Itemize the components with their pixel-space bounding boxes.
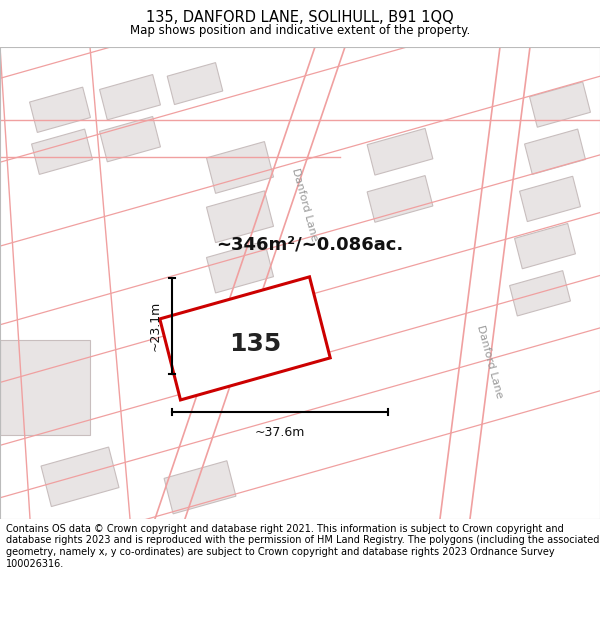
Polygon shape xyxy=(41,447,119,506)
Polygon shape xyxy=(29,87,91,132)
Text: Map shows position and indicative extent of the property.: Map shows position and indicative extent… xyxy=(130,24,470,36)
Polygon shape xyxy=(167,62,223,104)
Polygon shape xyxy=(100,116,160,162)
Text: 135: 135 xyxy=(229,332,281,356)
Polygon shape xyxy=(530,82,590,127)
Text: 135, DANFORD LANE, SOLIHULL, B91 1QQ: 135, DANFORD LANE, SOLIHULL, B91 1QQ xyxy=(146,10,454,25)
Polygon shape xyxy=(509,271,571,316)
Polygon shape xyxy=(100,74,160,120)
Polygon shape xyxy=(524,129,586,174)
Polygon shape xyxy=(520,176,580,222)
Text: ~23.1m: ~23.1m xyxy=(149,301,162,351)
Polygon shape xyxy=(160,277,330,400)
Polygon shape xyxy=(367,128,433,175)
Polygon shape xyxy=(515,224,575,269)
Polygon shape xyxy=(32,129,92,174)
Text: Danford Lane: Danford Lane xyxy=(475,324,505,399)
Polygon shape xyxy=(164,461,236,514)
Text: ~37.6m: ~37.6m xyxy=(255,426,305,439)
Text: Contains OS data © Crown copyright and database right 2021. This information is : Contains OS data © Crown copyright and d… xyxy=(6,524,599,569)
Polygon shape xyxy=(0,341,90,435)
Polygon shape xyxy=(206,191,274,242)
Text: Danford Lane: Danford Lane xyxy=(290,166,320,242)
Text: ~346m²/~0.086ac.: ~346m²/~0.086ac. xyxy=(217,235,404,253)
Polygon shape xyxy=(367,176,433,222)
Polygon shape xyxy=(206,142,274,193)
Polygon shape xyxy=(206,241,274,293)
